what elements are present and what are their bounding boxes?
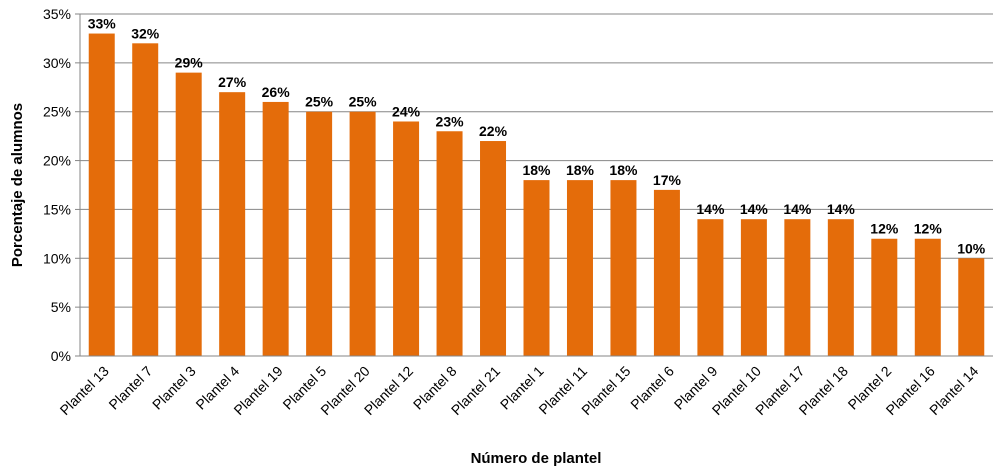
bar [653,189,680,356]
y-tick-label: 35% [43,6,71,22]
x-tick-label: Plantel 7 [105,363,155,413]
data-label: 18% [566,162,595,178]
y-tick-label: 5% [51,299,71,315]
bar [306,111,333,356]
data-label: 14% [783,201,812,217]
y-tick-label: 20% [43,153,71,169]
data-label: 14% [827,201,856,217]
data-label: 14% [696,201,725,217]
data-label: 33% [88,16,117,32]
y-tick-label: 10% [43,250,71,266]
bar [132,43,159,357]
bar [914,238,941,356]
data-label: 17% [653,172,682,188]
data-label: 18% [609,162,638,178]
x-tick-label: Plantel 13 [57,363,112,418]
data-label: 25% [305,94,334,110]
bar [175,72,202,356]
x-tick-label: Plantel 6 [627,363,677,413]
y-tick-label: 15% [43,201,71,217]
data-label: 32% [131,25,160,41]
bar [480,141,507,356]
y-tick-labels: 0% 5% 10% 15% 20% 25% 30% 35% [43,6,71,364]
bar [697,219,724,356]
bar [740,219,767,356]
data-label: 23% [436,113,465,129]
y-tick-label: 30% [43,55,71,71]
x-axis-title: Número de plantel [471,450,602,467]
data-label: 18% [522,162,551,178]
data-label: 26% [262,84,291,100]
data-label: 25% [349,94,378,110]
bar [827,219,854,356]
x-tick-label: Plantel 3 [149,363,199,413]
bars [88,33,985,357]
bar [523,180,550,356]
data-label: 24% [392,103,421,119]
axes [79,14,993,357]
bar [610,180,637,356]
bar [784,219,811,356]
data-label: 27% [218,74,247,90]
data-label: 12% [914,221,943,237]
bar [393,121,420,356]
data-label: 29% [175,55,204,71]
y-tick-label: 25% [43,104,71,120]
bar [958,258,985,356]
y-axis-title: Porcentaje de alumnos [9,103,26,267]
bar [349,111,376,356]
bar [262,101,289,356]
data-label: 22% [479,123,508,139]
bar [436,131,463,356]
data-label: 12% [870,221,899,237]
bar [871,238,898,356]
data-label: 14% [740,201,769,217]
data-label: 10% [957,240,986,256]
bar [88,33,115,357]
y-tick-label: 0% [51,348,71,364]
bar [219,92,246,357]
bar [566,180,593,356]
data-labels: 33% 32% 29% 27% 26% 25% 25% 24% 23% 22% 18% 18% 18% 1… [88,16,986,257]
